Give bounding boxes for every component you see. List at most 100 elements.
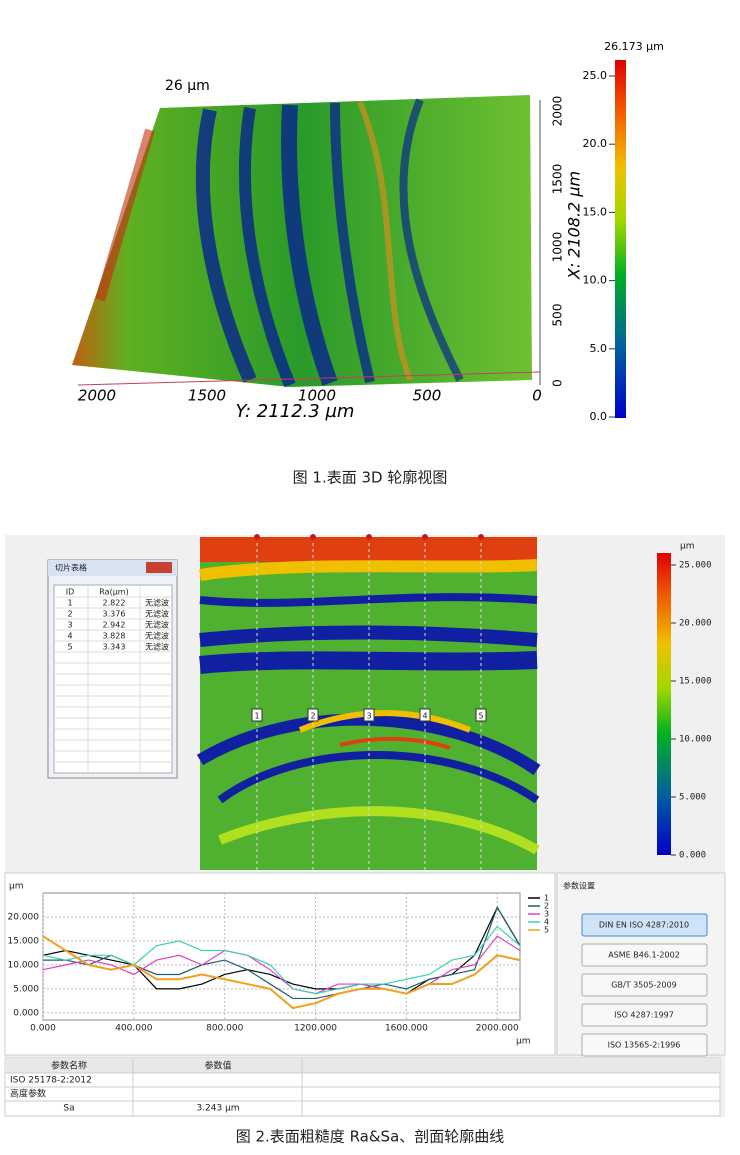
column-header: ID: [66, 588, 75, 597]
slice-marker: 2: [310, 712, 315, 721]
slice-marker-box: [419, 708, 431, 722]
y-tick-label: 1500: [188, 387, 226, 405]
button-label: GB/T 3505-2009: [611, 981, 676, 990]
cell: 无滤波: [145, 609, 169, 619]
legend-label: 3: [544, 910, 549, 919]
cell: 3.243 µm: [196, 1104, 239, 1114]
close-button[interactable]: [146, 562, 172, 573]
standard-button[interactable]: [581, 1003, 708, 1027]
colorbar-tick-label: 0.0: [590, 410, 608, 423]
y-tick-label: 500: [413, 387, 442, 405]
caption: 图 2.表面粗糙度 Ra&Sa、剖面轮廓曲线: [236, 1128, 505, 1146]
x-tick-label: 400.000: [115, 1024, 152, 1034]
x-tick-label: 1200.000: [294, 1024, 337, 1034]
z-max-label: 26 µm: [165, 78, 210, 94]
slice-marker-box: [307, 708, 319, 722]
y-tick-label: 15.000: [8, 936, 40, 946]
slice-handle[interactable]: [310, 534, 316, 540]
x-tick-label: 0.000: [30, 1024, 56, 1034]
surface-3d: [72, 95, 541, 388]
colorbar-tick-label: 15.000: [679, 677, 712, 687]
line-series: [42, 935, 521, 995]
line-series: [42, 935, 521, 1010]
legend-label: 4: [544, 918, 549, 927]
slice-marker: 1: [254, 712, 259, 721]
slice-handle[interactable]: [366, 534, 372, 540]
colorbar-tick-label: 20.0: [583, 137, 608, 150]
x-tick-label: 1000: [551, 232, 565, 263]
slice-marker: 5: [478, 712, 483, 721]
colorbar-tick-label: 20.000: [679, 619, 712, 629]
y-tick-label: 1000: [298, 387, 336, 405]
y-tick-label: 10.000: [8, 960, 40, 970]
standard-button[interactable]: [581, 973, 708, 997]
standard-button[interactable]: [581, 913, 708, 937]
cell: 4: [67, 632, 72, 641]
legend-label: 2: [544, 902, 549, 911]
cell: Sa: [63, 1104, 74, 1114]
cell: 2: [67, 610, 72, 619]
colorbar-tick-label: 25.0: [583, 69, 608, 82]
cell: 无滤波: [145, 642, 169, 652]
colorbar-max: 26.173 µm: [604, 40, 664, 53]
standard-button[interactable]: [581, 943, 708, 967]
y-unit: µm: [9, 882, 24, 892]
caption: 图 1.表面 3D 轮廓视图: [293, 469, 448, 487]
cell: 2.942: [103, 621, 126, 630]
window-title: 切片表格: [55, 563, 87, 573]
colorbar-tick-label: 15.0: [583, 205, 608, 218]
cell: 3.828: [103, 632, 126, 641]
slice-handle[interactable]: [254, 534, 260, 540]
slice-marker-box: [363, 708, 375, 722]
slice-handle[interactable]: [478, 534, 484, 540]
colorbar: [657, 553, 671, 855]
colorbar-tick-label: 10.0: [583, 274, 608, 287]
column-header: Ra(µm): [99, 588, 128, 597]
button-label: ISO 4287:1997: [614, 1011, 674, 1020]
colorbar-tick-label: 25.000: [679, 561, 712, 571]
colorbar-tick-label: 10.000: [679, 735, 712, 745]
table-header-bg: [5, 1058, 720, 1073]
y-tick-label: 0: [532, 387, 542, 405]
x-tick-label: 0: [551, 379, 565, 387]
column-header: 参数值: [204, 1060, 231, 1072]
x-tick-label: 1500: [551, 164, 565, 195]
x-axis-title: X: 2108.2 µm: [565, 171, 584, 280]
legend-label: 5: [544, 926, 549, 935]
cell: ISO 25178-2:2012: [10, 1076, 92, 1086]
slice-handle[interactable]: [422, 534, 428, 540]
slice-marker-box: [251, 708, 263, 722]
y-tick-label: 0.000: [13, 1008, 39, 1018]
column-header: 参数名称: [51, 1060, 87, 1072]
x-tick-label: 800.000: [206, 1024, 243, 1034]
button-label: DIN EN ISO 4287:2010: [599, 921, 689, 930]
colorbar-unit: µm: [680, 542, 695, 552]
cell: 高度参数: [10, 1088, 46, 1100]
slice-table-window: [47, 559, 178, 779]
slice-marker: 4: [422, 712, 427, 721]
legend-label: 1: [544, 894, 549, 903]
x-tick-label: 2000: [551, 96, 565, 127]
cell: 3: [67, 621, 72, 630]
cell: 3.376: [103, 610, 126, 619]
slice-marker-box: [475, 708, 487, 722]
button-label: ISO 13565-2:1996: [608, 1041, 681, 1050]
y-tick-label: 5.000: [13, 984, 39, 994]
colorbar-tick-label: 5.0: [590, 342, 608, 355]
line-series: [42, 925, 521, 995]
settings-title: 参数设置: [563, 881, 595, 891]
slice-marker: 3: [366, 712, 371, 721]
x-unit: µm: [516, 1037, 531, 1047]
y-axis-title: Y: 2112.3 µm: [236, 401, 355, 422]
colorbar: [615, 60, 626, 418]
colorbar-tick-label: 5.000: [679, 793, 706, 803]
standard-button[interactable]: [581, 1033, 708, 1057]
cell: 3.343: [103, 643, 126, 652]
cell: 无滤波: [145, 631, 169, 641]
colorbar-tick-label: 0.000: [679, 851, 706, 861]
y-tick-label: 2000: [78, 387, 116, 405]
button-label: ASME B46.1-2002: [608, 951, 680, 960]
y-tick-label: 20.000: [8, 912, 40, 922]
cell: 1: [67, 599, 72, 608]
